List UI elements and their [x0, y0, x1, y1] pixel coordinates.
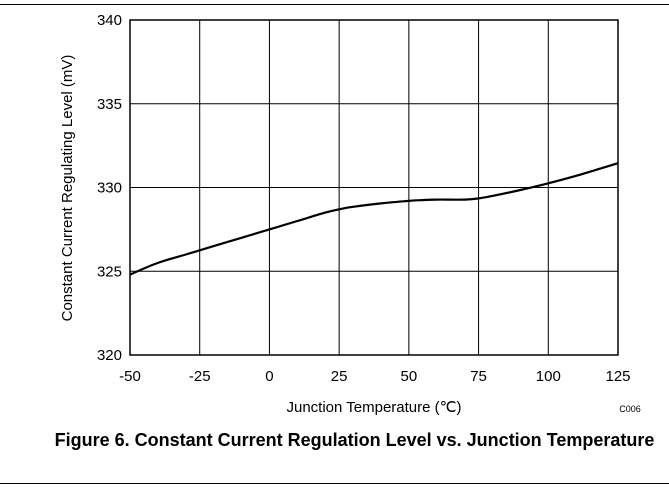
grid [130, 20, 618, 355]
series-layer [129, 162, 619, 276]
x-tick-label: 100 [536, 368, 561, 385]
bottom-rule [0, 483, 669, 484]
plot-frame [129, 19, 619, 356]
y-axis-label: Constant Current Regulating Level (mV) [59, 55, 76, 322]
x-tick-label: 25 [331, 368, 348, 385]
tick-labels: -50 -25 0 25 50 75 100 125 320 325 330 335 340 [97, 12, 631, 385]
top-rule [0, 4, 669, 5]
x-tick-label: -25 [189, 368, 211, 385]
figure-caption: Figure 6. Constant Current Regulation Le… [54, 430, 655, 450]
x-tick-label: 125 [605, 368, 630, 385]
series-line [129, 162, 619, 276]
y-tick-label: 325 [97, 263, 122, 280]
x-tick-label: -50 [119, 368, 141, 385]
y-tick-label: 320 [97, 347, 122, 364]
x-tick-label: 0 [265, 368, 273, 385]
y-tick-label: 335 [97, 96, 122, 113]
y-tick-label: 340 [97, 12, 122, 29]
x-tick-label: 50 [401, 368, 418, 385]
x-axis-label: Junction Temperature (℃) [287, 399, 462, 416]
figure-code: C006 [619, 404, 641, 414]
y-tick-label: 330 [97, 180, 122, 197]
x-tick-label: 75 [470, 368, 487, 385]
